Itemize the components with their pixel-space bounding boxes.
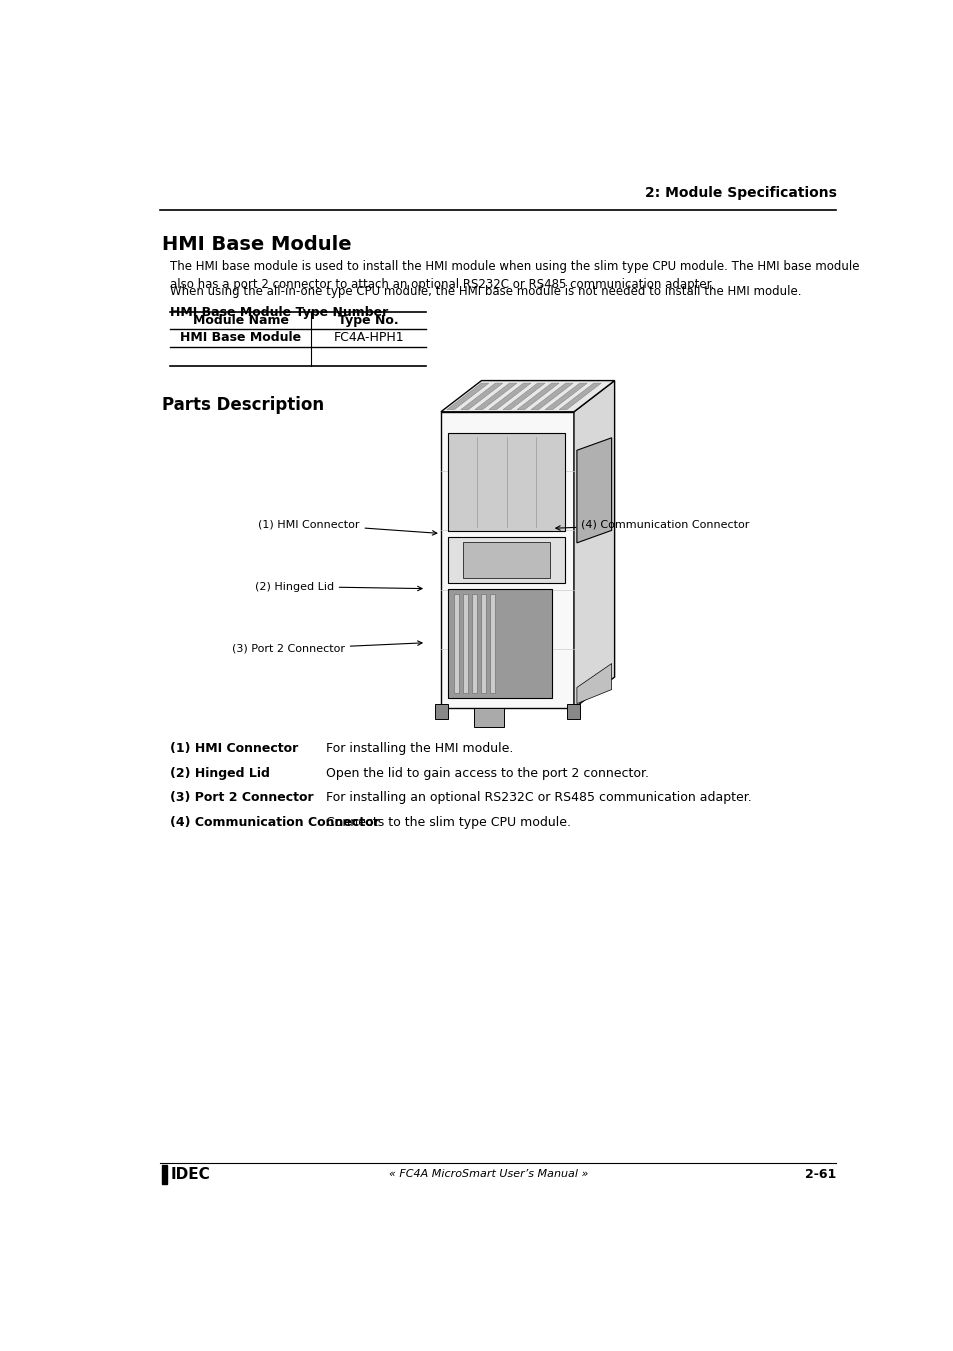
Text: HMI Base Module Type Number: HMI Base Module Type Number bbox=[170, 305, 387, 319]
Text: (1) HMI Connector: (1) HMI Connector bbox=[257, 519, 436, 535]
Text: For installing an optional RS232C or RS485 communication adapter.: For installing an optional RS232C or RS4… bbox=[326, 792, 751, 804]
Polygon shape bbox=[574, 381, 614, 708]
Polygon shape bbox=[472, 594, 476, 693]
Text: (2) Hinged Lid: (2) Hinged Lid bbox=[170, 766, 269, 780]
Polygon shape bbox=[440, 381, 614, 412]
Text: 2-61: 2-61 bbox=[804, 1167, 836, 1181]
Polygon shape bbox=[480, 594, 485, 693]
Text: (4) Communication Connector: (4) Communication Connector bbox=[170, 816, 379, 830]
Text: Type No.: Type No. bbox=[338, 313, 398, 327]
Polygon shape bbox=[558, 384, 600, 409]
Text: (2) Hinged Lid: (2) Hinged Lid bbox=[254, 581, 421, 592]
Polygon shape bbox=[460, 384, 502, 409]
Polygon shape bbox=[448, 432, 564, 531]
Polygon shape bbox=[474, 708, 503, 727]
Text: Parts Description: Parts Description bbox=[162, 396, 324, 415]
Text: The HMI base module is used to install the HMI module when using the slim type C: The HMI base module is used to install t… bbox=[170, 259, 858, 290]
Text: HMI Base Module: HMI Base Module bbox=[162, 235, 352, 254]
Polygon shape bbox=[462, 542, 550, 578]
Polygon shape bbox=[577, 438, 611, 543]
Polygon shape bbox=[448, 536, 564, 584]
Polygon shape bbox=[440, 412, 574, 708]
Text: (3) Port 2 Connector: (3) Port 2 Connector bbox=[170, 792, 313, 804]
Polygon shape bbox=[462, 594, 468, 693]
Polygon shape bbox=[544, 384, 586, 409]
Polygon shape bbox=[489, 594, 495, 693]
Polygon shape bbox=[448, 589, 551, 698]
Polygon shape bbox=[488, 384, 530, 409]
Bar bbox=[162, 1165, 167, 1183]
Text: (3) Port 2 Connector: (3) Port 2 Connector bbox=[232, 640, 421, 654]
Text: Open the lid to gain access to the port 2 connector.: Open the lid to gain access to the port … bbox=[326, 766, 649, 780]
Polygon shape bbox=[502, 384, 544, 409]
Text: When using the all-in-one type CPU module, the HMI base module is not needed to : When using the all-in-one type CPU modul… bbox=[170, 285, 801, 297]
Text: HMI Base Module: HMI Base Module bbox=[180, 331, 301, 345]
Polygon shape bbox=[435, 704, 448, 719]
Polygon shape bbox=[531, 384, 573, 409]
Polygon shape bbox=[475, 384, 517, 409]
Polygon shape bbox=[454, 594, 459, 693]
Text: (4) Communication Connector: (4) Communication Connector bbox=[556, 519, 749, 530]
Text: 2: Module Specifications: 2: Module Specifications bbox=[644, 185, 836, 200]
Polygon shape bbox=[517, 384, 558, 409]
Text: For installing the HMI module.: For installing the HMI module. bbox=[326, 742, 513, 755]
Text: IDEC: IDEC bbox=[171, 1167, 211, 1182]
Text: (1) HMI Connector: (1) HMI Connector bbox=[170, 742, 297, 755]
Text: « FC4A MicroSmart User’s Manual »: « FC4A MicroSmart User’s Manual » bbox=[389, 1170, 588, 1179]
Text: FC4A-HPH1: FC4A-HPH1 bbox=[334, 331, 404, 345]
Polygon shape bbox=[446, 384, 488, 409]
Text: Connects to the slim type CPU module.: Connects to the slim type CPU module. bbox=[326, 816, 571, 830]
Text: Module Name: Module Name bbox=[193, 313, 288, 327]
Polygon shape bbox=[577, 663, 611, 704]
Polygon shape bbox=[566, 704, 579, 719]
